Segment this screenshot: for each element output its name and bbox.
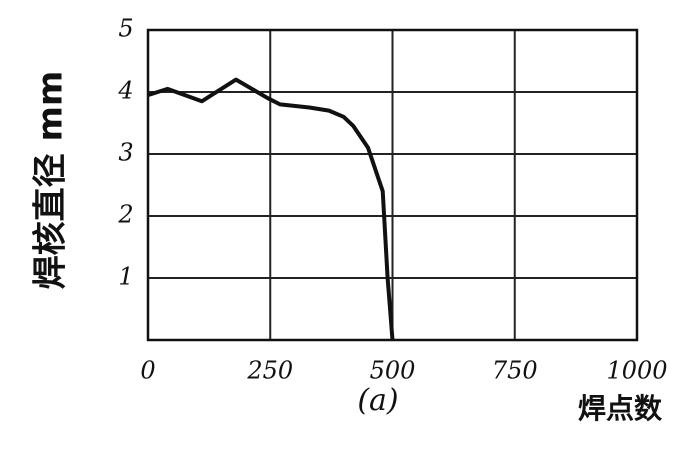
y-tick-label: 5 [118,15,133,43]
y-tick-label: 4 [117,77,133,105]
x-tick-label: 250 [246,357,293,385]
data-line [147,77,395,341]
y-tick-label: 2 [117,201,133,229]
x-tick-label: 750 [492,357,538,385]
x-tick-label: 0 [140,357,155,385]
x-tick-label: 1000 [606,357,667,385]
y-axis-label: 焊核直径 mm [31,71,71,290]
x-tick-label: 500 [370,357,416,385]
y-tick-label: 3 [118,139,133,167]
y-tick-label: 1 [118,263,133,291]
caption: (a) [357,383,398,418]
x-axis-label: 焊点数 [578,392,663,425]
